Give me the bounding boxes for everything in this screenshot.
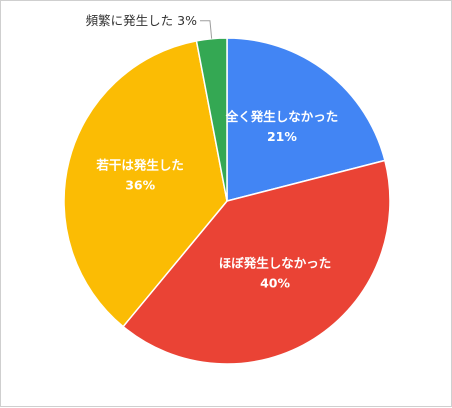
pie-slice-3 [195, 37, 228, 202]
slice-value-0: 21% [267, 129, 297, 144]
callout-line-3 [199, 20, 213, 39]
callout-label-3: 頻繁に発生した 3% [86, 13, 197, 28]
pie-slice-0 [226, 37, 386, 202]
slice-value-1: 40% [260, 276, 290, 291]
slice-value-2: 36% [125, 178, 155, 193]
pie-slice-1 [122, 159, 391, 365]
slice-label-1: ほぼ発生しなかった [219, 256, 332, 271]
pie-slice-2 [63, 40, 228, 328]
slice-label-2: 若干は発生した [95, 158, 184, 173]
slice-label-0: 全く発生しなかった [225, 109, 339, 124]
